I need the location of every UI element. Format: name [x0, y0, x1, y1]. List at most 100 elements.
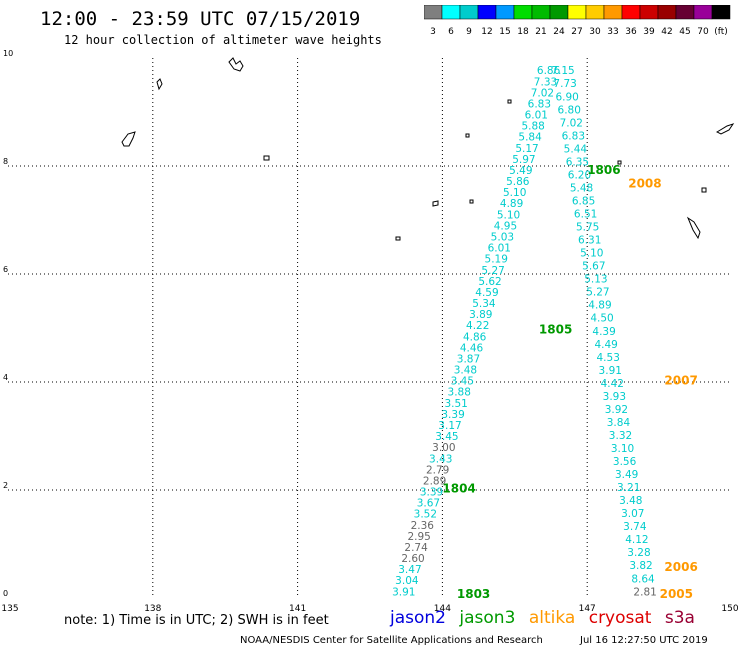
island-shape — [432, 200, 439, 207]
land-features — [121, 57, 735, 241]
wave-height-value: 5.62 — [478, 276, 501, 288]
track-label: 1803 — [457, 587, 490, 601]
island-shape — [617, 160, 622, 165]
wave-height-value: 5.27 — [481, 265, 504, 277]
wave-height-value: 8.64 — [631, 573, 655, 585]
wave-height-value: 6.83 — [528, 98, 551, 110]
x-tick-label: 150 — [721, 604, 738, 612]
wave-height-value: 3.43 — [429, 453, 452, 465]
colorbar-tick-label: 15 — [499, 27, 510, 37]
wave-height-value: 3.47 — [398, 564, 421, 576]
wave-height-value: 7.02 — [560, 117, 583, 129]
wave-height-value: 7.73 — [553, 78, 576, 90]
wave-height-value: 5.75 — [576, 222, 599, 234]
wave-height-value: 7.02 — [531, 87, 554, 99]
colorbar-legend: 3 6 9 12 15 18 21 24 27 30 33 36 39 42 45 70 (ft) — [424, 5, 731, 37]
wave-height-value: 3.32 — [609, 430, 632, 442]
island-shape — [156, 78, 163, 91]
wave-height-value: 4.59 — [475, 287, 498, 299]
island-shape — [701, 187, 707, 193]
y-tick-label: 8 — [3, 157, 8, 166]
wave-height-value: 4.46 — [460, 342, 484, 354]
wave-height-value: 5.19 — [485, 254, 508, 266]
wave-height-value: 5.17 — [515, 143, 538, 155]
y-tick-label: 6 — [3, 265, 8, 274]
units-note: note: 1) Time is in UTC; 2) SWH is in fe… — [64, 613, 329, 628]
y-tick-label: 10 — [3, 49, 13, 58]
wave-height-value: 2.79 — [426, 464, 449, 476]
wave-height-value: 3.87 — [457, 353, 480, 365]
wave-height-value: 3.89 — [469, 309, 492, 321]
wave-height-value: 5.10 — [503, 187, 526, 199]
island-shape — [715, 123, 735, 135]
wave-height-value: 6.01 — [525, 110, 548, 122]
wave-height-value: 4.22 — [466, 320, 489, 332]
wave-height-value: 5.13 — [584, 274, 607, 286]
colorbar-tick-label: 21 — [535, 27, 546, 37]
pass-annotation: 1806 — [587, 163, 620, 177]
pass-annotation: 2007 — [664, 374, 697, 388]
satellite-legend: jason2 jason3 altika cryosat s3a — [390, 608, 703, 628]
island-shape — [263, 155, 270, 161]
wave-height-value: 3.07 — [621, 508, 644, 520]
credit-line: NOAA/NESDIS Center for Satellite Applica… — [240, 635, 543, 646]
wave-height-value: 3.92 — [605, 404, 628, 416]
wave-height-value: 4.12 — [625, 534, 648, 546]
wave-height-value: 4.89 — [500, 198, 523, 210]
wave-height-value: 6.83 — [562, 130, 585, 142]
legend-altika: altika — [528, 608, 576, 628]
legend-jason2: jason2 — [390, 608, 446, 628]
wave-height-value: 3.52 — [414, 509, 437, 521]
wave-height-value: 3.10 — [611, 443, 634, 455]
wave-height-value: 6.20 — [568, 169, 591, 181]
wave-height-value: 3.00 — [432, 442, 455, 454]
wave-height-value: 6.80 — [558, 104, 581, 116]
wave-height-value: 3.49 — [615, 469, 638, 481]
wave-height-value: 6.86 — [537, 65, 561, 77]
colorbar-tick-label: 27 — [571, 27, 582, 37]
wave-height-value: 3.04 — [395, 575, 419, 587]
wave-height-value: 4.50 — [590, 313, 613, 325]
wave-height-value: 3.67 — [417, 498, 440, 510]
y-tick-label: 4 — [3, 373, 8, 382]
x-tick-label: 135 — [1, 604, 18, 612]
colorbar-tick-label: 30 — [589, 27, 601, 37]
colorbar-tick-label: 33 — [607, 27, 618, 37]
pass-annotation: 1805 — [539, 322, 572, 336]
wave-height-value: 7.15 — [551, 65, 574, 77]
wave-height-value: 4.53 — [597, 352, 620, 364]
track-1803: 3.913.043.472.602.742.952.363.523.673.39… — [392, 65, 560, 601]
wave-height-value: 4.86 — [463, 331, 487, 343]
colorbar-tick-label: 70 — [697, 27, 709, 37]
altimeter-map: 135 138 141 144 147 15002468103.913.043.472.6… — [1, 49, 738, 612]
wave-height-value: 4.42 — [601, 378, 624, 390]
island-shape — [395, 236, 401, 241]
x-tick-label: 141 — [289, 604, 306, 612]
wave-height-value: 3.28 — [627, 547, 650, 559]
x-tick-label: 147 — [579, 604, 596, 612]
wave-height-value: 3.17 — [438, 420, 461, 432]
island-shape — [228, 57, 244, 72]
y-tick-label: 2 — [3, 481, 8, 490]
wave-height-value: 3.45 — [435, 431, 458, 443]
island-shape — [469, 199, 474, 204]
wave-height-value: 2.36 — [411, 520, 435, 532]
x-tick-label: 138 — [144, 604, 161, 612]
wave-height-value: 3.91 — [599, 365, 622, 377]
wave-height-value: 7.33 — [534, 76, 557, 88]
colorbar-tick-label: 6 — [448, 27, 454, 37]
wave-height-value: 3.45 — [451, 376, 474, 388]
wave-height-value: 3.93 — [603, 391, 626, 403]
wave-height-value: 3.51 — [444, 398, 467, 410]
wave-height-value: 5.44 — [564, 143, 588, 155]
wave-height-value: 3.39 — [441, 409, 464, 421]
wave-height-value: 5.88 — [521, 121, 544, 133]
wave-height-value: 3.91 — [392, 586, 415, 598]
wave-height-value: 2.89 — [423, 475, 446, 487]
wave-height-value: 5.10 — [580, 248, 603, 260]
wave-height-value: 5.67 — [582, 261, 605, 273]
wave-height-value: 6.51 — [574, 209, 597, 221]
colorbar-tick-label: 39 — [643, 27, 655, 37]
wave-height-value: 5.97 — [512, 154, 535, 166]
island-shape — [686, 216, 701, 240]
